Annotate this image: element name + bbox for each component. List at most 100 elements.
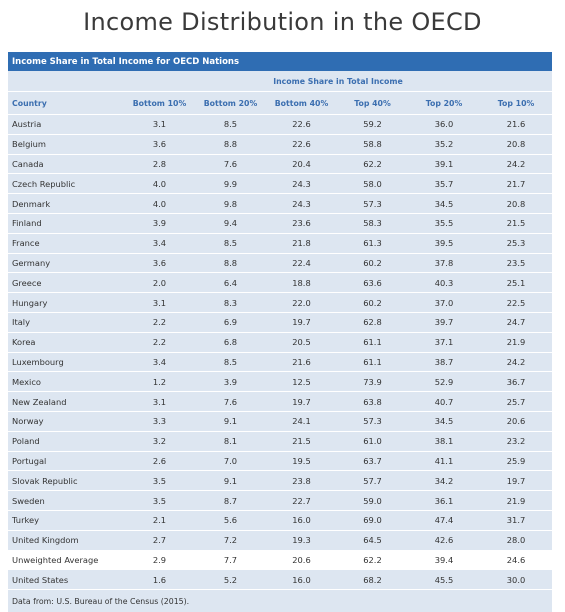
cell-bottom-10: 3.1 bbox=[124, 391, 195, 412]
cell-country: United Kingdom bbox=[8, 529, 124, 551]
cell-top-20: 34.5 bbox=[408, 410, 480, 432]
cell-country: United States bbox=[8, 569, 124, 590]
cell-bottom-40: 19.7 bbox=[266, 311, 337, 333]
cell-top-10: 21.9 bbox=[480, 331, 553, 353]
cell-bottom-20: 5.2 bbox=[195, 569, 266, 590]
table-row: Portugal 2.6 7.0 19.5 63.7 41.1 25.9 bbox=[8, 450, 553, 471]
cell-top-20: 38.7 bbox=[408, 351, 480, 372]
cell-bottom-10: 3.5 bbox=[124, 470, 195, 491]
cell-top-20: 52.9 bbox=[408, 371, 480, 392]
cell-top-10: 24.7 bbox=[480, 311, 553, 333]
column-header-bottom-40: Bottom 40% bbox=[266, 91, 337, 115]
table-row: Finland 3.9 9.4 23.6 58.3 35.5 21.5 bbox=[8, 212, 553, 234]
page-title: Income Distribution in the OECD bbox=[83, 8, 482, 36]
cell-bottom-20: 9.8 bbox=[195, 193, 266, 214]
table-row: France 3.4 8.5 21.8 61.3 39.5 25.3 bbox=[8, 232, 553, 254]
cell-bottom-40: 22.6 bbox=[266, 133, 337, 155]
cell-country: Germany bbox=[8, 252, 124, 273]
cell-top-40: 73.9 bbox=[337, 371, 408, 392]
income-share-table: Income Share in Total Income for OECD Na… bbox=[8, 52, 553, 612]
cell-top-10: 22.5 bbox=[480, 292, 553, 313]
table-row: Germany 3.6 8.8 22.4 60.2 37.8 23.5 bbox=[8, 252, 553, 273]
cell-bottom-20: 7.6 bbox=[195, 391, 266, 412]
cell-country: Italy bbox=[8, 311, 124, 333]
cell-top-10: 21.5 bbox=[480, 212, 553, 234]
cell-top-10: 31.7 bbox=[480, 509, 553, 531]
table-row: Poland 3.2 8.1 21.5 61.0 38.1 23.2 bbox=[8, 430, 553, 452]
cell-top-20: 37.8 bbox=[408, 252, 480, 273]
cell-top-10: 21.6 bbox=[480, 114, 553, 135]
column-header-bottom-10: Bottom 10% bbox=[124, 91, 195, 115]
cell-top-10: 24.2 bbox=[480, 153, 553, 174]
group-header: Income Share in Total Income bbox=[124, 71, 553, 92]
cell-bottom-10: 3.1 bbox=[124, 114, 195, 135]
cell-top-40: 63.8 bbox=[337, 391, 408, 412]
cell-top-40: 61.3 bbox=[337, 232, 408, 254]
cell-top-10: 24.6 bbox=[480, 549, 553, 570]
cell-top-40: 58.0 bbox=[337, 173, 408, 194]
cell-country: New Zealand bbox=[8, 391, 124, 412]
cell-bottom-40: 20.5 bbox=[266, 331, 337, 353]
cell-top-20: 40.3 bbox=[408, 272, 480, 293]
source-note: Data from: U.S. Bureau of the Census (20… bbox=[8, 589, 553, 612]
cell-top-10: 20.8 bbox=[480, 193, 553, 214]
cell-country: Turkey bbox=[8, 509, 124, 531]
table-row: Hungary 3.1 8.3 22.0 60.2 37.0 22.5 bbox=[8, 292, 553, 313]
cell-country: Austria bbox=[8, 114, 124, 135]
cell-top-20: 45.5 bbox=[408, 569, 480, 590]
cell-top-20: 35.5 bbox=[408, 212, 480, 234]
table-row: United States 1.6 5.2 16.0 68.2 45.5 30.0 bbox=[8, 569, 553, 590]
cell-bottom-40: 22.6 bbox=[266, 114, 337, 135]
cell-bottom-40: 24.1 bbox=[266, 410, 337, 432]
column-header-top-20: Top 20% bbox=[408, 91, 480, 115]
cell-top-40: 61.0 bbox=[337, 430, 408, 452]
cell-top-40: 62.2 bbox=[337, 549, 408, 570]
cell-top-10: 23.5 bbox=[480, 252, 553, 273]
column-header-top-10: Top 10% bbox=[480, 91, 553, 115]
cell-top-10: 20.8 bbox=[480, 133, 553, 155]
cell-top-10: 21.7 bbox=[480, 173, 553, 194]
cell-top-40: 58.8 bbox=[337, 133, 408, 155]
cell-top-40: 59.2 bbox=[337, 114, 408, 135]
cell-top-40: 62.8 bbox=[337, 311, 408, 333]
cell-top-10: 25.1 bbox=[480, 272, 553, 293]
cell-top-10: 36.7 bbox=[480, 371, 553, 392]
cell-bottom-20: 8.7 bbox=[195, 490, 266, 511]
cell-country: Greece bbox=[8, 272, 124, 293]
cell-top-10: 30.0 bbox=[480, 569, 553, 590]
table-row: Canada 2.8 7.6 20.4 62.2 39.1 24.2 bbox=[8, 153, 553, 174]
cell-bottom-20: 7.7 bbox=[195, 549, 266, 570]
cell-bottom-20: 7.0 bbox=[195, 450, 266, 471]
cell-bottom-10: 2.7 bbox=[124, 529, 195, 551]
cell-top-20: 36.0 bbox=[408, 114, 480, 135]
column-header-country: Country bbox=[8, 91, 124, 115]
cell-country: Finland bbox=[8, 212, 124, 234]
cell-bottom-10: 3.6 bbox=[124, 252, 195, 273]
table-row: Belgium 3.6 8.8 22.6 58.8 35.2 20.8 bbox=[8, 133, 553, 155]
table-row: Turkey 2.1 5.6 16.0 69.0 47.4 31.7 bbox=[8, 509, 553, 531]
cell-bottom-20: 9.9 bbox=[195, 173, 266, 194]
cell-bottom-20: 9.1 bbox=[195, 470, 266, 491]
table-row: Slovak Republic 3.5 9.1 23.8 57.7 34.2 19.7 bbox=[8, 470, 553, 491]
cell-bottom-40: 21.5 bbox=[266, 430, 337, 452]
cell-top-40: 57.7 bbox=[337, 470, 408, 491]
cell-country: France bbox=[8, 232, 124, 254]
cell-bottom-20: 8.8 bbox=[195, 133, 266, 155]
table-row: Norway 3.3 9.1 24.1 57.3 34.5 20.6 bbox=[8, 410, 553, 432]
cell-bottom-40: 22.4 bbox=[266, 252, 337, 273]
cell-top-20: 39.7 bbox=[408, 311, 480, 333]
cell-bottom-10: 2.8 bbox=[124, 153, 195, 174]
cell-bottom-20: 8.1 bbox=[195, 430, 266, 452]
cell-top-40: 63.7 bbox=[337, 450, 408, 471]
cell-bottom-40: 19.3 bbox=[266, 529, 337, 551]
cell-top-40: 57.3 bbox=[337, 410, 408, 432]
cell-bottom-20: 7.2 bbox=[195, 529, 266, 551]
cell-country: Luxembourg bbox=[8, 351, 124, 372]
cell-bottom-40: 19.7 bbox=[266, 391, 337, 412]
cell-top-40: 64.5 bbox=[337, 529, 408, 551]
cell-country: Czech Republic bbox=[8, 173, 124, 194]
cell-top-40: 62.2 bbox=[337, 153, 408, 174]
cell-country: Denmark bbox=[8, 193, 124, 214]
table-row: Greece 2.0 6.4 18.8 63.6 40.3 25.1 bbox=[8, 272, 553, 293]
cell-bottom-40: 19.5 bbox=[266, 450, 337, 471]
